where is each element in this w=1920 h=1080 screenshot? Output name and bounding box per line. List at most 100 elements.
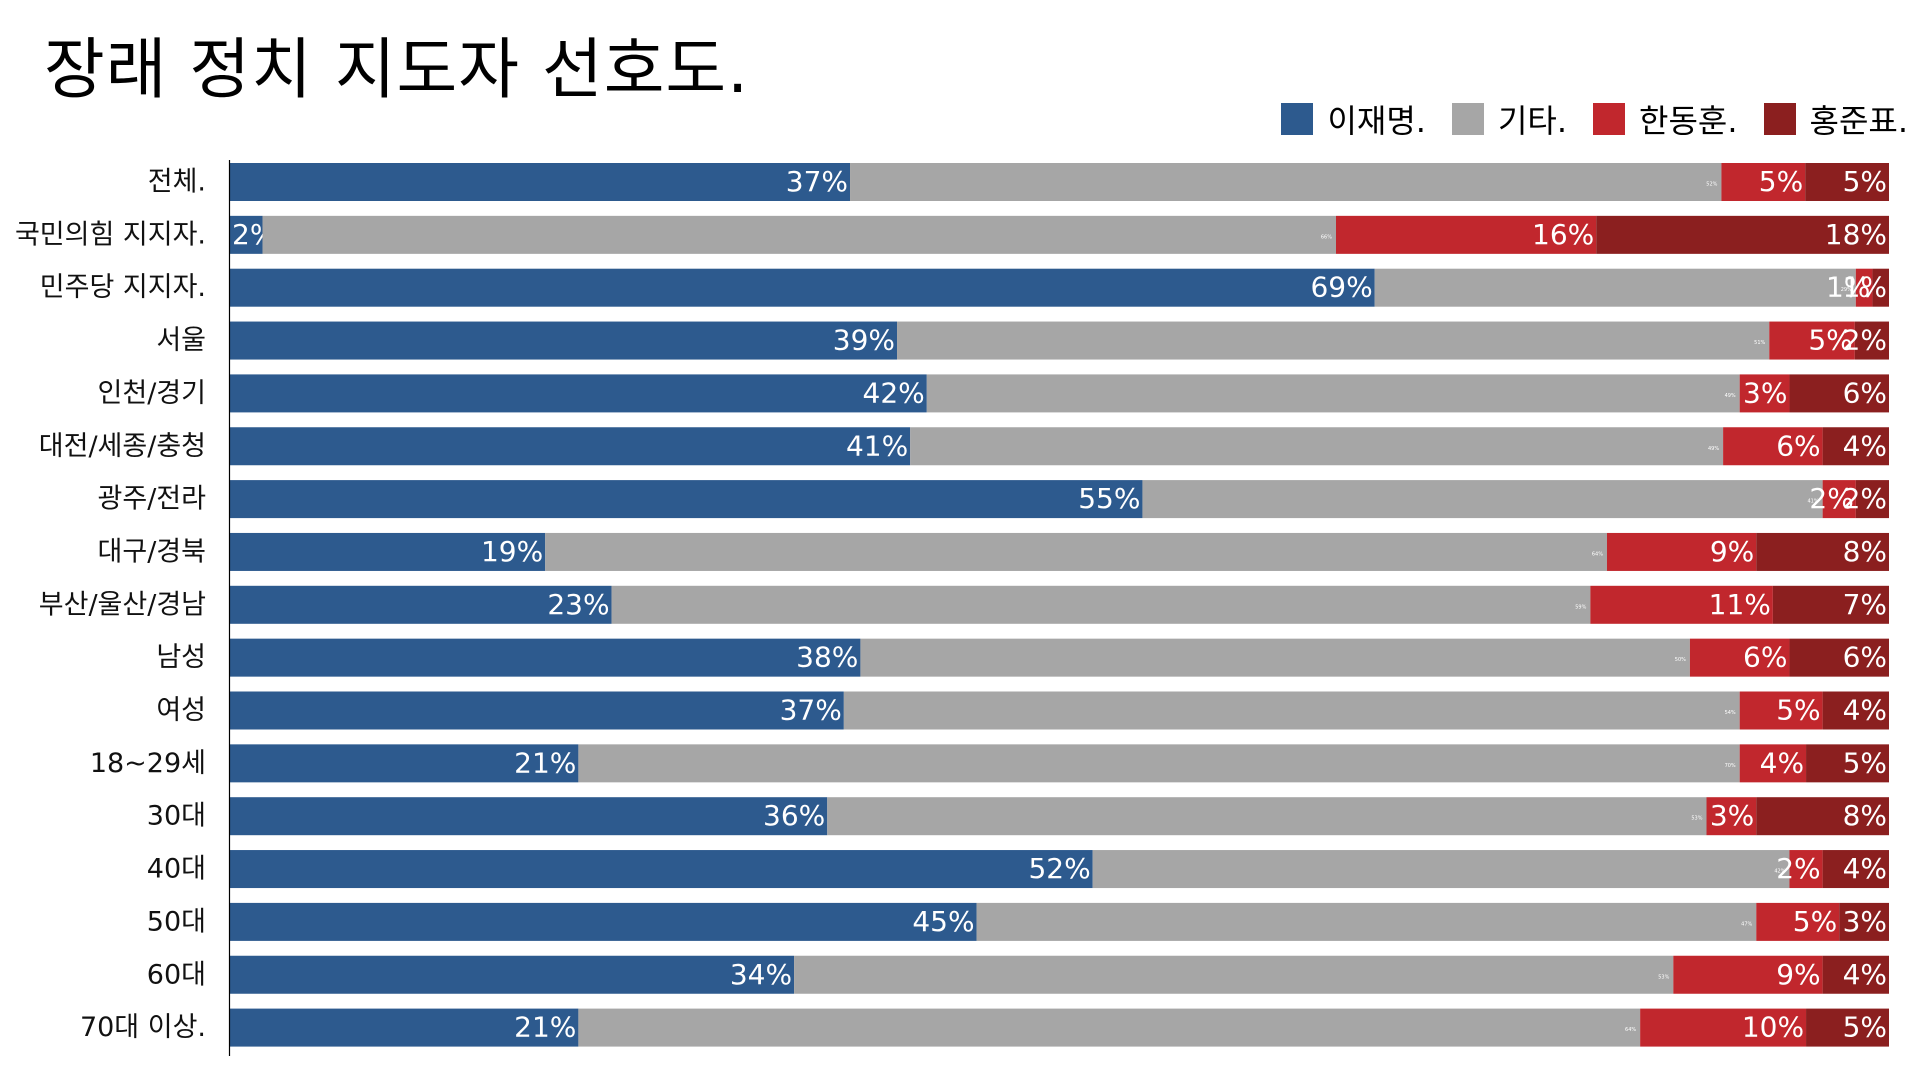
bar-label-lee-10: 37%	[780, 694, 842, 727]
bar-label-han-0: 5%	[1759, 165, 1803, 198]
category-label-9: 남성	[156, 642, 206, 673]
bar-label-han-8: 11%	[1709, 588, 1771, 621]
bar-label-hong-1: 18%	[1825, 218, 1887, 251]
bar-label-other-11: 70%	[1725, 763, 1736, 769]
bar-label-han-13: 2%	[1776, 852, 1820, 885]
bar-label-other-14: 47%	[1741, 921, 1752, 927]
bar-hong-6	[1855, 480, 1889, 519]
category-label-8: 부산/울산/경남	[39, 589, 206, 620]
bar-han-4	[1739, 374, 1790, 413]
bar-other-2	[1374, 268, 1856, 307]
bar-label-han-4: 3%	[1743, 376, 1787, 409]
legend-item-other: 기타.	[1451, 96, 1567, 142]
bar-other-6	[1142, 480, 1823, 519]
bar-label-lee-3: 39%	[833, 324, 895, 357]
bar-lee-15	[230, 955, 795, 994]
legend-item-hong: 홍준표.	[1763, 96, 1908, 142]
bar-han-10	[1739, 691, 1823, 730]
bar-lee-4	[230, 374, 927, 413]
bar-label-lee-12: 36%	[763, 799, 825, 832]
bar-label-hong-16: 5%	[1843, 1011, 1887, 1044]
bar-hong-0	[1805, 163, 1889, 201]
bar-other-0	[850, 163, 1722, 201]
category-label-6: 광주/전라	[98, 484, 207, 515]
legend-swatch-hong	[1763, 103, 1796, 135]
category-label-1: 국민의힘 지지자.	[15, 219, 206, 250]
category-label-5: 대전/세종/충청	[39, 431, 206, 462]
bar-label-han-10: 5%	[1776, 694, 1820, 727]
bar-hong-4	[1789, 374, 1889, 413]
bar-label-lee-15: 34%	[730, 958, 792, 991]
bar-label-other-0: 52%	[1706, 182, 1717, 188]
bar-lee-11	[230, 744, 579, 783]
bar-other-13	[1092, 850, 1790, 889]
bar-label-other-15: 53%	[1658, 974, 1669, 980]
bar-han-9	[1689, 638, 1790, 677]
bar-lee-7	[230, 532, 546, 571]
bar-label-hong-10: 4%	[1843, 694, 1887, 727]
bar-label-hong-14: 3%	[1843, 905, 1887, 938]
bar-lee-5	[230, 427, 911, 466]
bar-hong-15	[1822, 955, 1889, 994]
category-label-10: 여성	[156, 695, 206, 726]
category-label-11: 18~29세	[90, 748, 206, 779]
bar-other-4	[926, 374, 1740, 413]
bar-hong-7	[1756, 532, 1889, 571]
category-label-7: 대구/경북	[98, 536, 206, 567]
bar-label-han-16: 10%	[1742, 1011, 1804, 1044]
bar-han-6	[1822, 480, 1856, 519]
bar-other-9	[860, 638, 1690, 677]
bar-label-han-11: 4%	[1760, 746, 1804, 779]
category-label-0: 전체.	[148, 167, 206, 198]
bar-label-hong-0: 5%	[1843, 165, 1887, 198]
bar-other-3	[897, 321, 1770, 360]
bar-label-lee-13: 52%	[1028, 852, 1090, 885]
bar-lee-8	[230, 585, 612, 624]
bar-label-han-1: 16%	[1532, 218, 1594, 251]
bar-label-other-16: 64%	[1625, 1027, 1636, 1033]
chart-title: 장래 정치 지도자 선호도.	[44, 31, 750, 108]
bar-hong-16	[1806, 1008, 1889, 1047]
legend-label-lee: 이재명.	[1327, 102, 1426, 140]
bar-label-han-14: 5%	[1793, 905, 1837, 938]
category-label-12: 30대	[147, 801, 206, 832]
bar-hong-2	[1872, 268, 1889, 307]
bar-label-han-12: 3%	[1710, 799, 1754, 832]
bar-label-han-9: 6%	[1743, 641, 1787, 674]
bar-label-other-7: 64%	[1592, 551, 1603, 557]
bar-other-16	[578, 1008, 1641, 1047]
bar-label-hong-5: 4%	[1843, 429, 1887, 462]
legend-swatch-other	[1451, 103, 1484, 135]
bar-lee-14	[230, 902, 977, 941]
bar-label-hong-6: 2%	[1843, 482, 1887, 515]
bar-lee-2	[230, 268, 1375, 307]
bar-other-15	[794, 955, 1674, 994]
legend-swatch-han	[1593, 103, 1625, 135]
bar-label-hong-12: 8%	[1843, 799, 1887, 832]
bar-label-lee-11: 21%	[514, 746, 576, 779]
bar-label-lee-5: 41%	[846, 429, 908, 462]
bar-label-lee-8: 23%	[547, 588, 609, 621]
bar-han-15	[1673, 955, 1823, 994]
legend: 이재명. 기타. 한동훈. 홍준표.	[1281, 96, 1908, 142]
bar-han-14	[1756, 902, 1840, 941]
bar-label-lee-6: 55%	[1078, 482, 1140, 515]
bar-label-other-4: 49%	[1725, 393, 1736, 399]
bar-other-8	[611, 585, 1591, 624]
legend-swatch-lee	[1281, 103, 1314, 135]
category-label-2: 민주당 지지자.	[40, 272, 206, 303]
bar-label-lee-14: 45%	[912, 905, 974, 938]
legend-label-han: 한동훈.	[1639, 102, 1738, 140]
bar-label-other-13: 42%	[1774, 869, 1785, 875]
bar-other-7	[545, 532, 1607, 571]
bar-other-1	[262, 215, 1336, 254]
legend-label-other: 기타.	[1497, 102, 1567, 140]
category-label-13: 40대	[147, 854, 206, 885]
bar-label-han-6: 2%	[1809, 482, 1853, 515]
bar-hong-5	[1822, 427, 1889, 466]
bar-han-8	[1590, 585, 1773, 624]
category-label-14: 50대	[147, 906, 206, 937]
bar-label-hong-7: 8%	[1843, 535, 1887, 568]
bar-label-hong-4: 6%	[1843, 376, 1887, 409]
